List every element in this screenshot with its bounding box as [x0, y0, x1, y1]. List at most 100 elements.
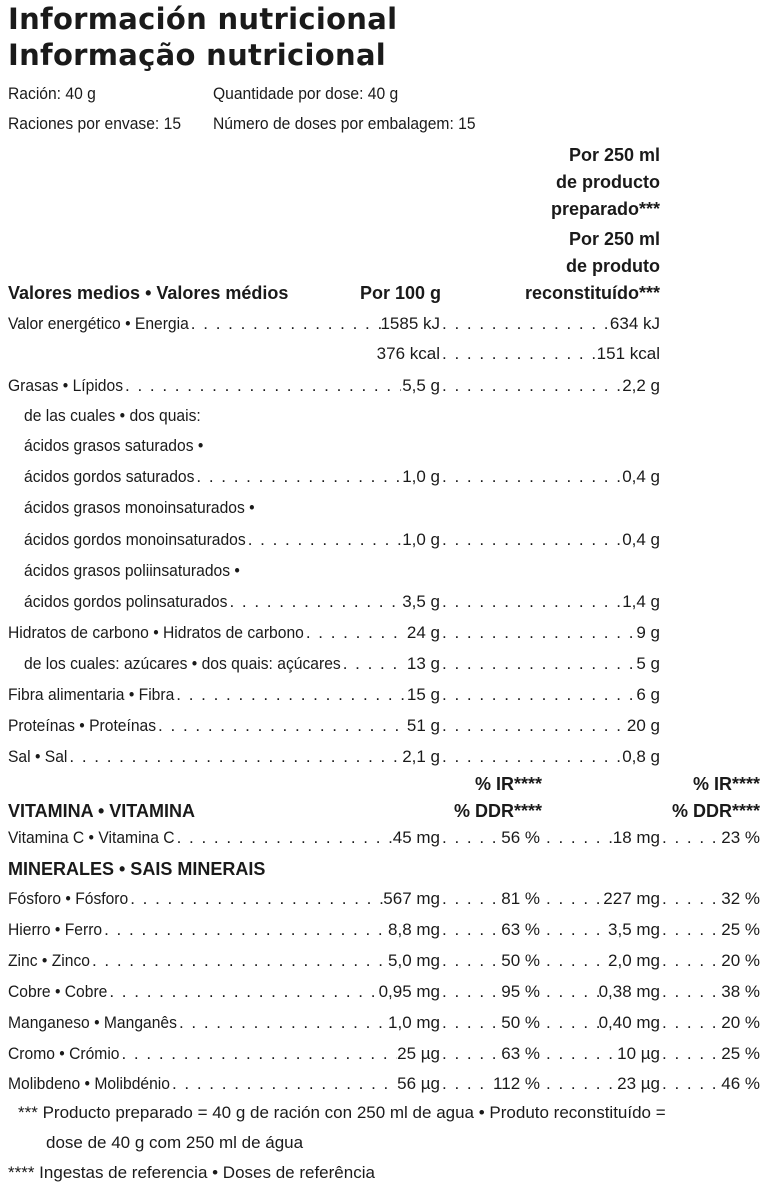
minerals-label: Cobre • Cobre [8, 982, 108, 1001]
ir-header-col1-b: % DDR**** [453, 801, 542, 821]
percent-ir-100g: 50 % [501, 1013, 540, 1032]
leader-dots: . . . . . . . . . . . . . . . . . . . . … [442, 623, 634, 642]
leader-dots: . . . . . . . . . . . . . . . . . . . . … [158, 716, 406, 735]
leader-dots: . . . . . . . . . . . . . . . . . . . . … [546, 951, 608, 970]
per-100g-header: Por 100 g [360, 283, 442, 303]
leader-dots: . . . . . . . . . . . . . . . . . . . . … [442, 747, 621, 766]
nutrient-row: ácidos gordos saturados. . . . . . . . .… [0, 467, 770, 497]
value-per-100g: 1,0 mg [388, 1013, 440, 1032]
col2-header-line-6: reconstituído*** [524, 283, 660, 303]
minerals-label: Molibdeno • Molibdénio [8, 1074, 170, 1093]
nutrient-label: de las cuales • dos quais: [24, 406, 201, 425]
leader-dots: . . . . . . . . . . . . . . . . . . . . … [104, 920, 388, 939]
leader-dots: . . . . . . . . . . . . . . . . . . . . … [662, 920, 720, 939]
leader-dots: . . . . . . . . . . . . . . . . . . . . … [662, 828, 720, 847]
leader-dots: . . . . . . . . . . . . . . . . . . . . … [247, 530, 402, 549]
leader-dots: . . . . . . . . . . . . . . . . . . . . … [442, 530, 621, 549]
nutrient-label: Fibra alimentaria • Fibra [8, 685, 175, 704]
value-per-100g: 51 g [406, 716, 440, 735]
value-per-250ml: 3,5 mg [608, 920, 660, 939]
leader-dots: . . . . . . . . . . . . . . . . . . . . … [662, 889, 720, 908]
footnote-3-line-2: dose de 40 g com 250 ml de água [46, 1133, 304, 1152]
minerals-label: Cromo • Crómio [8, 1044, 120, 1063]
nutrient-row: de las cuales • dos quais: [0, 406, 770, 436]
percent-ir-100g: 63 % [501, 920, 540, 939]
serving-size-pt: Quantidade por dose: 40 g [213, 84, 399, 103]
percent-ir-250ml: 46 % [721, 1074, 760, 1093]
servings-per-pack-pt: Número de doses por embalagem: 15 [213, 114, 476, 133]
nutrient-label: ácidos gordos polinsaturados [24, 592, 228, 611]
leader-dots: . . . . . . . . . . . . . . . . . . . . … [442, 828, 500, 847]
value-per-250ml: 227 mg [603, 889, 660, 908]
leader-dots: . . . . . . . . . . . . . . . . . . . . … [546, 1074, 617, 1093]
leader-dots: . . . . . . . . . . . . . . . . . . . . … [130, 889, 384, 908]
nutrient-label: Proteínas • Proteínas [8, 716, 157, 735]
value-per-100g: 5,0 mg [388, 951, 440, 970]
nutrient-label: Grasas • Lípidos [8, 376, 124, 395]
value-per-100g: 567 mg [383, 889, 440, 908]
value-per-250ml: 2,2 g [622, 376, 660, 395]
leader-dots: . . . . . . . . . . . . . . . . . . . . … [305, 623, 406, 642]
value-per-100g: 15 g [406, 685, 440, 704]
percent-ir-100g: 50 % [501, 951, 540, 970]
value-per-250ml: 23 µg [617, 1074, 660, 1093]
value-per-250ml: 0,8 g [622, 747, 660, 766]
leader-dots: . . . . . . . . . . . . . . . . . . . . … [546, 982, 599, 1001]
nutrient-label: ácidos grasos poliinsaturados • [24, 561, 240, 580]
nutrient-row: ácidos grasos monoinsaturados • [0, 498, 770, 528]
leader-dots: . . . . . . . . . . . . . . . . . . . . … [442, 344, 598, 363]
ir-header-col1-a: % IR**** [474, 774, 542, 794]
nutrient-label: ácidos grasos saturados • [24, 436, 204, 455]
leader-dots: . . . . . . . . . . . . . . . . . . . . … [442, 376, 621, 395]
leader-dots: . . . . . . . . . . . . . . . . . . . . … [442, 467, 621, 486]
leader-dots: . . . . . . . . . . . . . . . . . . . . … [442, 716, 626, 735]
nutrient-row: Valor energético • Energia. . . . . . . … [0, 314, 770, 344]
leader-dots: . . . . . . . . . . . . . . . . . . . . … [662, 1074, 720, 1093]
value-per-100g: 3,5 g [402, 592, 440, 611]
nutrient-row: de los cuales: azúcares • dos quais: açú… [0, 654, 770, 684]
vitamins-header: VITAMINA • VITAMINA [8, 801, 195, 821]
value-per-100g: 13 g [406, 654, 440, 673]
leader-dots: . . . . . . . . . . . . . . . . . . . . … [442, 982, 500, 1001]
value-per-250ml: 2,0 mg [608, 951, 660, 970]
leader-dots: . . . . . . . . . . . . . . . . . . . . … [546, 920, 608, 939]
leader-dots: . . . . . . . . . . . . . . . . . . . . … [546, 1013, 599, 1032]
leader-dots: . . . . . . . . . . . . . . . . . . . . … [442, 685, 634, 704]
col2-header-line-2: de producto [556, 172, 660, 192]
value-per-100g: 25 µg [397, 1044, 440, 1063]
minerals-row: Fósforo • Fósforo. . . . . . . . . . . .… [0, 889, 770, 919]
percent-ir-250ml: 38 % [721, 982, 760, 1001]
minerals-header: MINERALES • SAIS MINERAIS [8, 859, 266, 879]
serving-size-es: Ración: 40 g [8, 84, 96, 103]
nutrient-row: ácidos gordos monoinsaturados. . . . . .… [0, 530, 770, 560]
value-per-250ml: 0,4 g [622, 467, 660, 486]
value-per-100g: 2,1 g [402, 747, 440, 766]
nutrient-label: de los cuales: azúcares • dos quais: açú… [24, 654, 341, 673]
minerals-label: Fósforo • Fósforo [8, 889, 129, 908]
nutrient-row: ácidos grasos poliinsaturados • [0, 561, 770, 591]
col2-header-line-1: Por 250 ml [568, 145, 660, 165]
nutrient-row: ácidos gordos polinsaturados. . . . . . … [0, 592, 770, 622]
minerals-label: Hierro • Ferro [8, 920, 103, 939]
value-per-100g: 1,0 g [402, 467, 440, 486]
value-per-250ml: 20 g [626, 716, 660, 735]
vitamins-row: Vitamina C • Vitamina C. . . . . . . . .… [0, 828, 770, 858]
minerals-row: Cromo • Crómio. . . . . . . . . . . . . … [0, 1044, 770, 1074]
leader-dots: . . . . . . . . . . . . . . . . . . . . … [442, 889, 500, 908]
value-per-250ml: 1,4 g [622, 592, 660, 611]
nutrient-label: Hidratos de carbono • Hidratos de carbon… [8, 623, 304, 642]
nutrient-row: ácidos grasos saturados • [0, 436, 770, 466]
value-per-100g: 24 g [406, 623, 440, 642]
leader-dots: . . . . . . . . . . . . . . . . . . . . … [662, 982, 720, 1001]
value-per-100g: 376 kcal [376, 344, 440, 363]
leader-dots: . . . . . . . . . . . . . . . . . . . . … [190, 314, 381, 333]
percent-ir-250ml: 20 % [721, 1013, 760, 1032]
value-per-100g: 0,95 mg [378, 982, 440, 1001]
leader-dots: . . . . . . . . . . . . . . . . . . . . … [342, 654, 406, 673]
nutrient-label: ácidos gordos monoinsaturados [24, 530, 246, 549]
nutrient-row: Proteínas • Proteínas. . . . . . . . . .… [0, 716, 770, 746]
col2-header-line-4: Por 250 ml [568, 229, 660, 249]
footnote-3-line-1: *** Producto preparado = 40 g de ración … [18, 1103, 666, 1122]
minerals-row: Manganeso • Manganês. . . . . . . . . . … [0, 1013, 770, 1043]
col2-header-line-5: de produto [566, 256, 660, 276]
